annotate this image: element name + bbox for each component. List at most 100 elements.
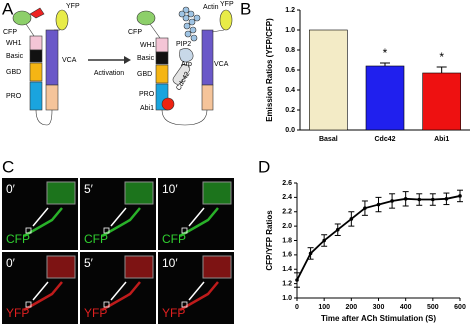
point xyxy=(308,251,313,256)
y-axis-label: CFP/YFP Ratios xyxy=(265,210,274,271)
time-label: 10′ xyxy=(162,182,178,196)
point xyxy=(363,206,367,210)
label: Arp xyxy=(181,61,192,68)
panel-label: D xyxy=(258,157,270,176)
x-tick-label: 200 xyxy=(345,304,357,311)
y-tick-label: 1.2 xyxy=(282,280,292,287)
y-tick-label: 2.4 xyxy=(282,194,292,201)
cell xyxy=(23,281,63,312)
label: VCA xyxy=(62,57,77,64)
point xyxy=(458,194,462,198)
y-tick-label: 1.4 xyxy=(282,266,292,273)
cell xyxy=(101,281,141,312)
roi xyxy=(25,227,32,234)
label: PIP2 xyxy=(176,41,191,48)
y-tick-label: 0.8 xyxy=(285,47,295,54)
label: GBD xyxy=(6,69,21,76)
point xyxy=(349,217,354,221)
x-axis-label: Time after ACh Stimulation (S) xyxy=(321,314,436,323)
time-label: 10′ xyxy=(162,256,178,270)
arrow xyxy=(110,281,127,301)
arrow xyxy=(110,207,127,227)
label: Abi1 xyxy=(140,105,154,112)
time-label: 0′ xyxy=(6,256,16,270)
inactive-diagram xyxy=(12,7,69,126)
point xyxy=(295,278,299,282)
arrow xyxy=(188,207,205,227)
panel-label: B xyxy=(240,0,251,18)
inset xyxy=(46,181,76,205)
arrow xyxy=(32,281,49,301)
roi xyxy=(181,227,188,234)
point xyxy=(390,199,394,203)
point xyxy=(335,227,340,232)
y-tick-label: 2.0 xyxy=(282,223,292,230)
bar xyxy=(309,29,348,131)
y-axis-label: Emission Ratios (YFP/CFP) xyxy=(265,18,274,122)
label: Basic xyxy=(6,53,24,60)
label: YFP xyxy=(66,3,80,10)
channel-label: YFP xyxy=(84,306,107,320)
channel-label: CFP xyxy=(6,232,30,246)
arrow xyxy=(188,281,205,301)
inset xyxy=(124,181,154,205)
active-diagram xyxy=(136,6,233,126)
roi xyxy=(25,301,32,308)
label: VCA xyxy=(214,61,229,68)
x-tick-label: 100 xyxy=(318,304,330,311)
label: Activation xyxy=(94,70,124,77)
label: PRO xyxy=(139,91,155,98)
label: Actin xyxy=(203,4,219,11)
label: Basic xyxy=(137,55,155,62)
label: WH1 xyxy=(6,40,22,47)
bar xyxy=(365,65,405,131)
inset xyxy=(124,255,154,279)
y-tick-label: 1.8 xyxy=(282,237,292,244)
y-tick-label: 1.2 xyxy=(285,7,295,14)
y-tick-label: 1.6 xyxy=(282,252,292,259)
arrow xyxy=(32,207,49,227)
label: CFP xyxy=(128,29,142,36)
channel-label: CFP xyxy=(162,232,186,246)
x-tick-label: Abi1 xyxy=(434,136,449,143)
significance: * xyxy=(383,46,388,60)
point xyxy=(417,197,422,202)
y-tick-label: 2.2 xyxy=(282,209,292,216)
point xyxy=(403,197,408,201)
label: PRO xyxy=(6,93,22,100)
arrowhead xyxy=(124,56,131,64)
label: CFP xyxy=(3,29,17,36)
y-tick-label: 2.6 xyxy=(282,180,292,187)
panel-label: A xyxy=(2,0,14,18)
time-label: 5′ xyxy=(84,256,94,270)
label: WH1 xyxy=(140,42,156,49)
y-tick-label: 0.2 xyxy=(285,107,295,114)
time-label: 5′ xyxy=(84,182,94,196)
label: YFP xyxy=(220,1,234,8)
x-tick-label: 400 xyxy=(400,304,412,311)
bar xyxy=(422,72,461,131)
y-tick-label: 0.6 xyxy=(285,67,295,74)
inset xyxy=(202,255,232,279)
point xyxy=(431,197,435,202)
charts: 0.0 0.2 0.4 0.6 0.8 1.0 1.2 Emission Ratios (YF… xyxy=(265,7,470,323)
panel-label: C xyxy=(2,157,14,176)
y-tick-label: 0.0 xyxy=(285,127,295,134)
channel-label: CFP xyxy=(84,232,108,246)
cell xyxy=(179,281,219,312)
inset xyxy=(202,181,232,205)
x-tick-label: Cdc42 xyxy=(374,136,395,143)
point xyxy=(444,197,449,201)
channel-label: YFP xyxy=(162,306,185,320)
x-tick-label: Basal xyxy=(319,136,338,143)
channel-label: YFP xyxy=(6,306,29,320)
micrographs: 0′ CFP 5′ CFP 10′ CFP 0′ YFP 5′ YFP 10′ YFP xyxy=(2,178,234,324)
inset xyxy=(46,255,76,279)
x-tick-label: 0 xyxy=(295,304,299,311)
significance: * xyxy=(439,50,444,64)
point xyxy=(322,238,326,243)
x-tick-label: 300 xyxy=(373,304,385,311)
cell xyxy=(179,207,219,238)
